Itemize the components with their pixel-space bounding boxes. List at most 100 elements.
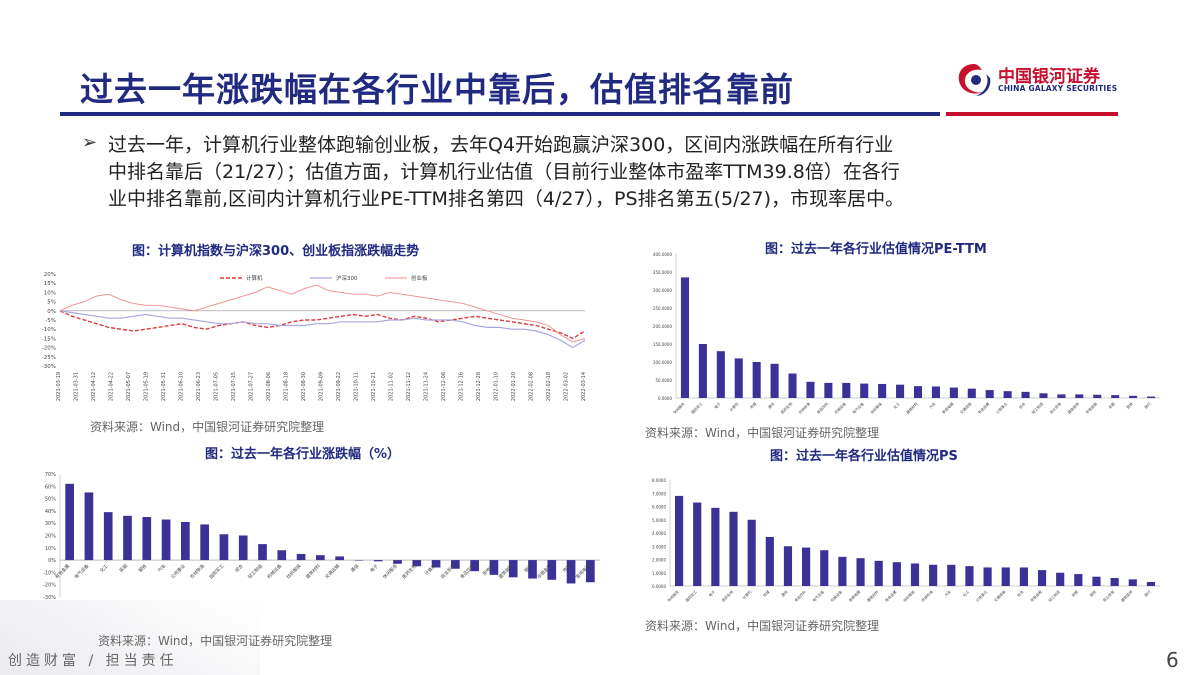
x-tick-label: 电气设备 (73, 562, 91, 580)
x-tick-label: 建筑装饰 (1120, 589, 1134, 603)
body-text-line: 中排名靠后（21/27）；估值方面，计算机行业估值（目前行业整体市盈率TTM39… (108, 161, 900, 183)
x-tick-label: 机械设备 (829, 589, 843, 603)
x-tick-label: 交通运输 (993, 589, 1007, 603)
x-tick-label: 2022-02-08 (529, 372, 535, 401)
y-tick-label: 350.0000 (653, 270, 673, 275)
x-tick-label: 轻工制造 (1047, 589, 1061, 603)
line-chart: 20%15%10%5%0%-5%-10%-15%-20%-25%-30%2021… (42, 272, 587, 401)
x-tick-label: 纺织服装 (902, 589, 916, 603)
bar (1019, 567, 1028, 586)
bar (219, 534, 229, 561)
x-tick-label: 汽车 (156, 562, 168, 574)
x-tick-label: 传媒 (762, 589, 771, 598)
x-tick-label: 纺织服装 (285, 562, 303, 580)
bar (412, 560, 422, 567)
bar (528, 560, 537, 579)
x-tick-label: 食品饮料 (793, 589, 807, 603)
y-tick-label: 10% (44, 290, 56, 296)
bar (734, 358, 743, 398)
x-tick-label: 2021-12-16 (459, 372, 465, 401)
chart-source: 资料来源：Wind，中国银河证券研究院整理 (645, 619, 880, 633)
x-tick-label: 医药生物 (721, 589, 735, 603)
x-tick-label: 2021-04-22 (109, 372, 115, 401)
x-tick-label: 电气设备 (851, 401, 865, 415)
x-tick-label: 2021-07-15 (231, 372, 237, 401)
y-tick-label: 250.0000 (653, 306, 673, 311)
x-tick-label: 钢铁 (1125, 401, 1134, 410)
bar (65, 483, 74, 561)
x-tick-label: 2022-01-10 (494, 372, 500, 401)
logo-text-en: CHINA GALAXY SECURITIES (998, 84, 1118, 93)
chart-title: 图：过去一年各行业估值情况PE-TTM (765, 242, 987, 257)
bar (783, 546, 793, 586)
y-tick-label: 50.0000 (655, 378, 672, 383)
x-tick-label: 2022-02-18 (546, 372, 552, 401)
x-tick-label: 商业贸易 (1048, 401, 1062, 415)
x-tick-label: 电子 (713, 401, 722, 410)
x-tick-label: 公用事业 (975, 589, 989, 603)
x-tick-label: 2021-08-18 (284, 372, 290, 401)
bar (1056, 572, 1065, 586)
legend-label: 计算机 (246, 274, 263, 282)
bar (1075, 394, 1084, 398)
bar (806, 381, 815, 398)
page-number: 6 (1166, 648, 1179, 672)
y-tick-label: 8.0000 (652, 478, 666, 483)
bar (765, 536, 774, 586)
bar (967, 388, 976, 398)
logo-text: 中国银河证券 (998, 67, 1100, 87)
bar (1129, 395, 1138, 398)
y-tick-label: 5% (47, 300, 56, 306)
bar (335, 556, 344, 561)
x-tick-label: 2021-03-19 (56, 372, 62, 401)
bar (860, 383, 869, 398)
x-tick-label: 采掘 (1107, 401, 1116, 410)
x-tick-label: 2021-03-31 (74, 372, 80, 401)
x-tick-label: 公用事业 (995, 401, 1009, 415)
chart-title: 图：计算机指数与沪深300、创业板指涨跌幅走势 (132, 244, 420, 259)
x-tick-label: 休闲服务 (666, 589, 680, 603)
y-tick-label: -30% (42, 364, 56, 370)
x-tick-label: 轻工制造 (246, 562, 264, 580)
bar (181, 521, 190, 561)
x-tick-label: 2022-03-02 (564, 372, 570, 401)
bar (393, 560, 402, 564)
chart-source: 资料来源：Wind，中国银河证券研究院整理 (98, 634, 333, 648)
bar (874, 560, 883, 586)
x-tick-label: 汽车 (943, 589, 952, 598)
y-tick-label: 0.0000 (652, 584, 666, 589)
bar (856, 558, 865, 586)
bar (983, 567, 992, 586)
bar (277, 550, 287, 561)
x-tick-label: 通信 (349, 562, 361, 574)
bar (142, 517, 152, 561)
series-line (59, 310, 586, 349)
bar (200, 524, 209, 561)
bar (547, 560, 557, 580)
bar (354, 560, 364, 561)
bar (373, 560, 383, 562)
bar (680, 277, 689, 398)
y-tick-label: -20% (43, 583, 56, 589)
x-tick-label: 2021-07-27 (249, 372, 255, 401)
x-tick-label: 建筑装饰 (1066, 401, 1080, 415)
y-tick-label: 60% (45, 484, 56, 490)
bar (1074, 574, 1083, 586)
x-tick-label: 2021-09-22 (336, 372, 342, 401)
bar (1110, 578, 1119, 586)
page-title: 过去一年涨跌幅在各行业中靠后，估值排名靠前 (80, 70, 794, 109)
x-tick-label: 非银金融 (1084, 401, 1098, 415)
bar (716, 351, 725, 398)
bar (296, 553, 306, 561)
y-tick-label: 300.0000 (653, 288, 673, 293)
y-tick-label: 1.0000 (652, 571, 666, 576)
footer-slogan: 创造财富 / 担当责任 (8, 653, 178, 669)
x-tick-label: 电子 (707, 589, 716, 598)
y-tick-label: 15% (44, 281, 56, 287)
bar (910, 563, 920, 586)
bar (1092, 576, 1101, 586)
x-tick-label: 化工 (98, 562, 110, 574)
x-tick-label: 医药生物 (780, 401, 794, 415)
x-tick-label: 有色金属 (977, 401, 991, 415)
x-tick-label: 2021-10-21 (371, 372, 377, 401)
